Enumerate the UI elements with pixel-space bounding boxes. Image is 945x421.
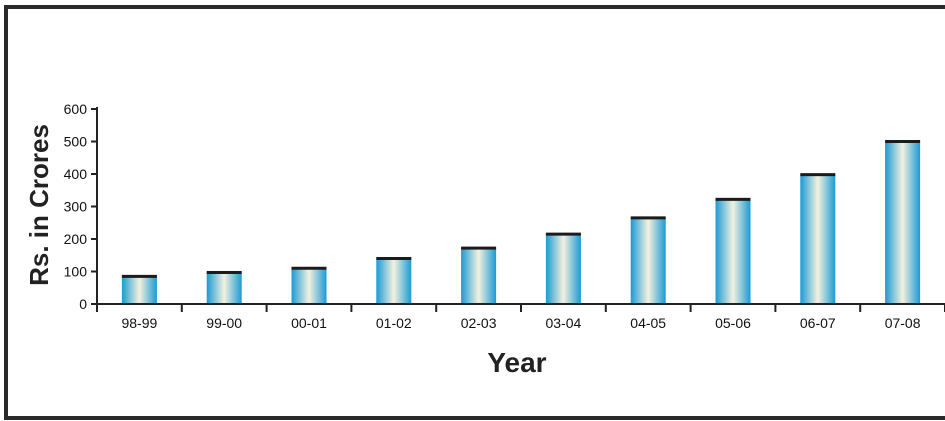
x-tick-label: 07-08 <box>885 315 921 331</box>
bar-cap-07-08 <box>885 140 921 143</box>
y-tick-label: 300 <box>64 199 88 215</box>
bar-cap-99-00 <box>206 270 242 274</box>
x-tick-label: 06-07 <box>800 315 836 331</box>
x-tick-label: 99-00 <box>206 315 242 331</box>
bar-00-01 <box>291 268 327 304</box>
y-tick-label: 100 <box>64 264 88 280</box>
bar-04-05 <box>630 217 666 304</box>
bar-98-99 <box>121 276 157 304</box>
bar-cap-06-07 <box>800 173 836 177</box>
x-tick-label: 00-01 <box>291 315 327 331</box>
bar-03-04 <box>545 234 581 304</box>
bar-cap-98-99 <box>121 274 157 278</box>
axes-group <box>91 107 945 312</box>
bar-07-08 <box>885 141 921 304</box>
bar-cap-03-04 <box>545 232 581 236</box>
y-tick-label: 500 <box>64 134 88 150</box>
bar-99-00 <box>206 272 242 304</box>
y-tick-label: 200 <box>64 231 88 247</box>
bar-02-03 <box>461 248 497 304</box>
bar-06-07 <box>800 174 836 304</box>
x-axis-label: Year <box>487 347 546 378</box>
x-tick-label: 01-02 <box>376 315 412 331</box>
y-tick-label: 600 <box>64 101 88 117</box>
bar-cap-00-01 <box>291 266 327 270</box>
bar-05-06 <box>715 199 751 304</box>
y-tick-label: 0 <box>79 296 87 312</box>
chart-frame <box>4 5 945 420</box>
y-axis-label: Rs. in Crores <box>24 124 54 286</box>
bar-cap-02-03 <box>461 246 497 250</box>
x-tick-label: 05-06 <box>715 315 751 331</box>
x-tick-label: 04-05 <box>630 315 666 331</box>
labels-group: 0 100 200 300 400 500 600 98-99 99-00 00-01 01-02 0… <box>64 101 921 331</box>
y-tick-label: 400 <box>64 166 88 182</box>
bars-group <box>121 140 921 304</box>
bar-cap-05-06 <box>715 197 751 201</box>
x-tick-label: 02-03 <box>461 315 497 331</box>
bar-cap-01-02 <box>376 257 412 260</box>
x-tick-label: 03-04 <box>545 315 581 331</box>
bar-01-02 <box>376 258 412 304</box>
x-tick-label: 98-99 <box>121 315 157 331</box>
bar-cap-04-05 <box>630 216 666 220</box>
